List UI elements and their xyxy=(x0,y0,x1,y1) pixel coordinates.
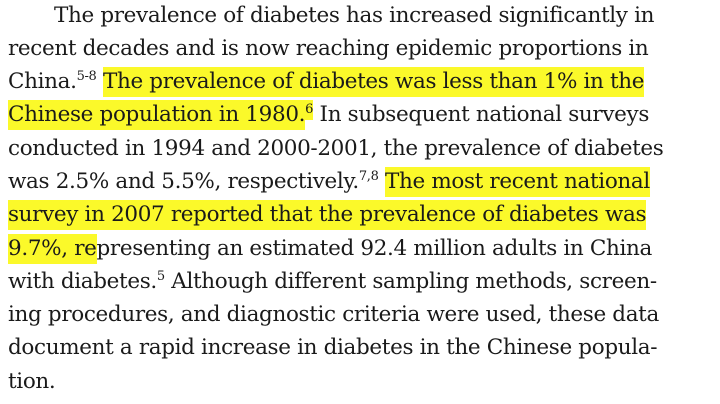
paragraph-line: was 2.5% and 5.5%, respectively.7,8 The … xyxy=(8,166,650,198)
text-run xyxy=(378,169,384,194)
text-run: presenting an estimated 92.4 million adu… xyxy=(96,236,653,261)
text-run: was 2.5% and 5.5%, respectively. xyxy=(8,169,359,194)
paragraph-line: China.5-8 The prevalence of diabetes was… xyxy=(8,66,645,98)
text-run: with diabetes. xyxy=(8,269,157,294)
text-run xyxy=(96,69,102,94)
highlighted-text: survey in 2007 reported that the prevale… xyxy=(8,200,647,230)
paragraph-line: conducted in 1994 and 2000-2001, the pre… xyxy=(8,133,664,165)
paragraph-line: The prevalence of diabetes has increased… xyxy=(8,0,654,32)
highlighted-text: The most recent national xyxy=(384,167,650,197)
paragraph-line: Chinese population in 1980.6 In subseque… xyxy=(8,99,649,131)
text-run: In subsequent national surveys xyxy=(313,102,650,127)
text-run: Although different sampling methods, scr… xyxy=(164,269,657,294)
paragraph-line: with diabetes.5 Although different sampl… xyxy=(8,266,657,298)
text-run: China. xyxy=(8,69,77,94)
citation-superscript: 5-8 xyxy=(76,69,97,84)
text-run: The prevalence of diabetes has increased… xyxy=(54,3,655,28)
paragraph-line: ing procedures, and diagnostic criteria … xyxy=(8,299,659,331)
highlighted-text: The prevalence of diabetes was less than… xyxy=(102,67,645,97)
paragraph-line: recent decades and is now reaching epide… xyxy=(8,33,649,65)
text-run: recent decades and is now reaching epide… xyxy=(8,36,649,61)
paragraph-line: document a rapid increase in diabetes in… xyxy=(8,332,657,364)
paragraph-line: tion. xyxy=(8,366,56,398)
paragraph-line: survey in 2007 reported that the prevale… xyxy=(8,199,647,231)
text-run: tion. xyxy=(8,369,56,394)
highlighted-text: 9.7%, re xyxy=(8,234,97,264)
paragraph-line: 9.7%, representing an estimated 92.4 mil… xyxy=(8,233,652,265)
text-run: conducted in 1994 and 2000-2001, the pre… xyxy=(8,136,664,161)
citation-superscript: 6 xyxy=(305,100,313,120)
citation-superscript: 5 xyxy=(156,269,165,284)
text-run: ing procedures, and diagnostic criteria … xyxy=(8,302,659,327)
citation-superscript: 7,8 xyxy=(358,169,379,184)
text-run: document a rapid increase in diabetes in… xyxy=(8,335,658,360)
highlighted-text: Chinese population in 1980. xyxy=(8,100,306,130)
